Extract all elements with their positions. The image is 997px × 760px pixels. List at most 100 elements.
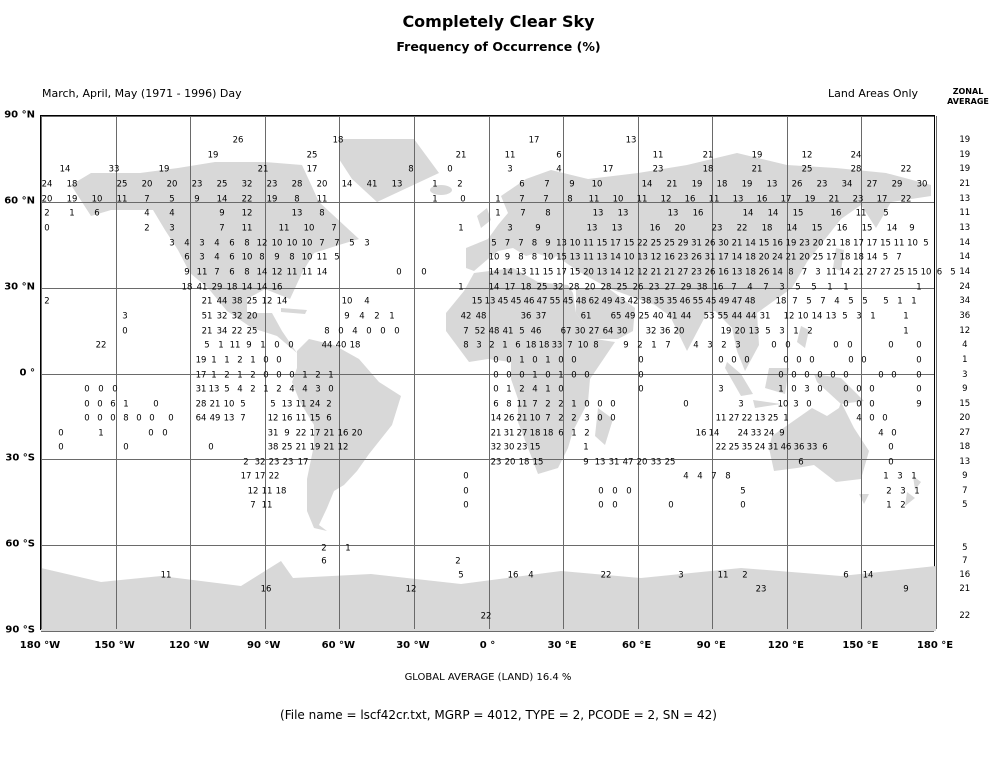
grid-cell-value: 19 xyxy=(207,150,219,161)
grid-cell-value: 0 xyxy=(84,399,90,410)
zonal-average-value: 3 xyxy=(962,370,968,380)
grid-cell-value: 7 xyxy=(896,252,902,263)
grid-cell-value: 1 xyxy=(211,355,217,366)
grid-cell-value: 3 xyxy=(735,340,741,351)
grid-cell-value: 20 xyxy=(812,238,824,249)
grid-cell-value: 12 xyxy=(650,252,662,263)
grid-cell-value: 17 xyxy=(556,267,567,278)
grid-cell-value: 1 xyxy=(911,296,917,307)
grid-cell-value: 0 xyxy=(288,340,294,351)
grid-cell-value: 13 xyxy=(596,252,608,263)
grid-cell-value: 32 xyxy=(231,311,243,322)
grid-cell-value: 6 xyxy=(936,267,943,278)
grid-cell-value: 8 xyxy=(531,252,538,263)
grid-cell-value: 4 xyxy=(693,340,699,351)
grid-cell-value: 44 xyxy=(680,311,692,322)
grid-cell-value: 1 xyxy=(506,384,512,395)
grid-cell-value: 8 xyxy=(319,208,325,219)
grid-cell-value: 3 xyxy=(779,326,785,337)
grid-cell-value: 19 xyxy=(195,355,207,366)
zonal-average-value: 9 xyxy=(962,471,968,481)
grid-cell-value: 22 xyxy=(741,413,753,424)
grid-cell-value: 64 xyxy=(195,413,207,424)
grid-cell-value: 0 xyxy=(806,399,812,410)
grid-cell-value: 1 xyxy=(897,296,903,307)
grid-cell-value: 0 xyxy=(519,370,525,381)
grid-cell-value: 32 xyxy=(216,311,228,322)
grid-cell-value: 10 xyxy=(271,238,283,249)
grid-cell-value: 17 xyxy=(826,252,837,263)
grid-cell-value: 12 xyxy=(623,267,635,278)
grid-cell-value: 13 xyxy=(766,179,778,190)
grid-cell-value: 31 xyxy=(195,384,207,395)
grid-cell-value: 13 xyxy=(569,252,581,263)
grid-cell-value: 62 xyxy=(588,296,600,307)
grid-cell-value: 0 xyxy=(276,355,282,366)
grid-cell-value: 0 xyxy=(149,413,155,424)
lat-axis-label: 0 ° xyxy=(19,367,35,378)
grid-cell-value: 25 xyxy=(281,442,293,453)
grid-cell-value: 10 xyxy=(223,399,235,410)
grid-cell-value: 41 xyxy=(366,179,378,190)
grid-cell-value: 1 xyxy=(545,355,551,366)
grid-cell-value: 1 xyxy=(571,428,577,439)
grid-cell-value: 14 xyxy=(772,267,783,278)
grid-cell-value: 3 xyxy=(315,384,321,395)
grid-cell-value: 17 xyxy=(876,194,888,205)
grid-cell-value: 14 xyxy=(341,179,353,190)
grid-cell-value: 42 xyxy=(460,311,472,322)
grid-cell-value: 16 xyxy=(649,223,661,234)
landmass-sumatra xyxy=(725,362,753,396)
grid-cell-value: 7 xyxy=(532,399,538,410)
grid-cell-value: 1 xyxy=(260,340,266,351)
grid-cell-value: 6 xyxy=(556,150,562,161)
parallel-gridline xyxy=(41,116,934,117)
grid-cell-value: 26 xyxy=(632,282,644,293)
grid-cell-value: 18 xyxy=(349,340,361,351)
grid-cell-value: 11 xyxy=(229,340,241,351)
grid-cell-value: 9 xyxy=(903,584,909,595)
grid-cell-value: 1 xyxy=(263,384,269,395)
grid-cell-value: 2 xyxy=(900,500,906,511)
grid-cell-value: 2 xyxy=(721,340,727,351)
grid-cell-value: 14 xyxy=(811,311,823,322)
grid-cell-value: 16 xyxy=(695,428,707,439)
grid-cell-value: 11 xyxy=(529,267,540,278)
landmass-new-zealand xyxy=(913,476,921,490)
grid-cell-value: 21 xyxy=(828,194,840,205)
grid-cell-value: 19 xyxy=(785,238,797,249)
grid-cell-value: 33 xyxy=(750,428,762,439)
meridian-gridline xyxy=(41,116,42,629)
grid-cell-value: 1 xyxy=(389,311,395,322)
grid-cell-value: 26 xyxy=(503,413,515,424)
grid-cell-value: 13 xyxy=(667,208,679,219)
grid-cell-value: 4 xyxy=(747,282,753,293)
grid-cell-value: 3 xyxy=(507,164,513,175)
grid-cell-value: 0 xyxy=(558,384,564,395)
grid-cell-value: 13 xyxy=(586,223,598,234)
grid-cell-value: 1 xyxy=(69,208,75,219)
grid-cell-value: 21 xyxy=(257,164,269,175)
grid-cell-value: 7 xyxy=(801,267,808,278)
grid-cell-value: 35 xyxy=(666,296,678,307)
grid-cell-value: 22 xyxy=(736,223,748,234)
zonal-average-header: ZONAL AVERAGE xyxy=(941,87,995,107)
grid-cell-value: 0 xyxy=(783,355,789,366)
grid-cell-value: 2 xyxy=(584,428,590,439)
grid-cell-value: 12 xyxy=(261,296,273,307)
grid-cell-value: 12 xyxy=(256,238,268,249)
grid-cell-value: 2 xyxy=(545,399,551,410)
grid-cell-value: 8 xyxy=(518,252,524,263)
grid-cell-value: 8 xyxy=(289,252,295,263)
grid-cell-value: 0 xyxy=(328,384,334,395)
grid-cell-value: 1 xyxy=(495,208,501,219)
grid-cell-value: 64 xyxy=(602,326,614,337)
grid-cell-value: 4 xyxy=(214,238,220,249)
grid-cell-value: 0 xyxy=(44,223,50,234)
grid-cell-value: 7 xyxy=(504,238,511,249)
grid-cell-value: 16 xyxy=(712,282,724,293)
lat-axis-label: 90 °S xyxy=(5,624,35,636)
grid-cell-value: 9 xyxy=(569,179,575,190)
grid-cell-value: 0 xyxy=(638,370,644,381)
grid-cell-value: 20 xyxy=(584,282,596,293)
